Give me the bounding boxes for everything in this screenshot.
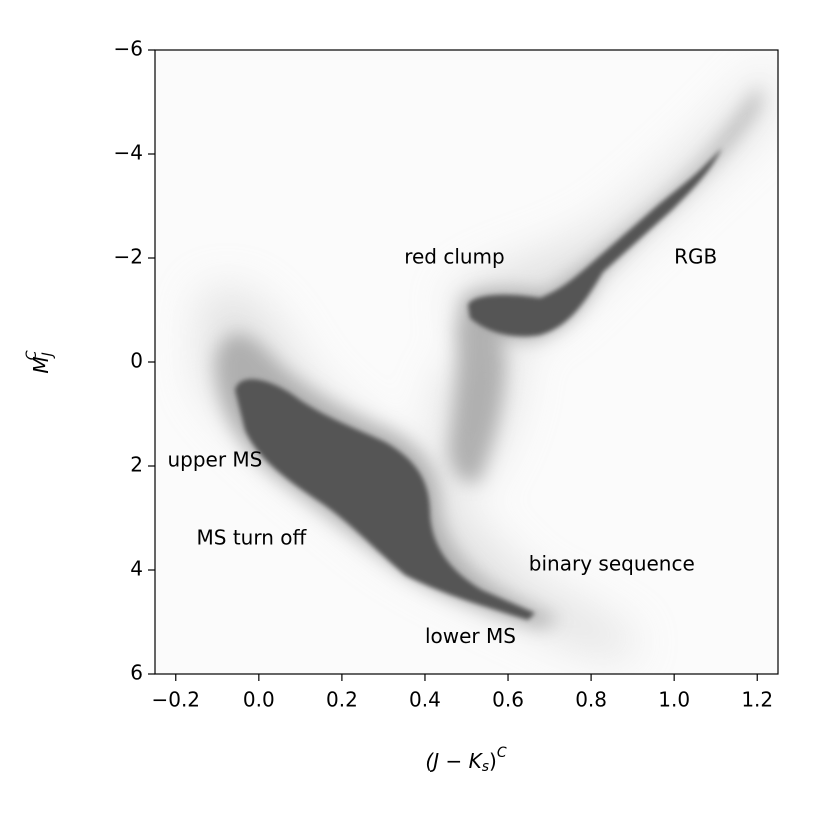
annotation: red clump <box>404 245 505 269</box>
y-label-part: J <box>40 352 56 359</box>
y-tick-label: −2 <box>114 245 143 269</box>
y-tick-label: 6 <box>130 661 143 685</box>
annotation: lower MS <box>425 624 516 648</box>
x-label-part: s <box>482 759 489 775</box>
x-tick-label: 1.0 <box>658 688 690 712</box>
x-tick-label: 0.0 <box>243 688 275 712</box>
x-label-part: ) <box>489 749 497 773</box>
y-axis-label: MJC <box>24 350 56 373</box>
x-label-part: C <box>497 745 507 761</box>
y-tick-label: −4 <box>114 141 143 165</box>
x-label-part: (J − K <box>425 749 483 773</box>
y-tick-label: 0 <box>130 349 143 373</box>
x-tick-label: 0.6 <box>492 688 524 712</box>
x-tick-label: 0.2 <box>326 688 358 712</box>
annotation: MS turn off <box>197 525 308 549</box>
x-axis-label: (J − Ks)C <box>425 745 506 775</box>
x-tick-label: 1.2 <box>741 688 773 712</box>
y-tick-label: 4 <box>130 557 143 581</box>
annotation: upper MS <box>167 447 262 471</box>
x-tick-label: 0.8 <box>575 688 607 712</box>
y-tick-label: 2 <box>130 453 143 477</box>
annotation: RGB <box>674 245 717 269</box>
y-label-part: C <box>24 350 40 360</box>
x-tick-label: 0.4 <box>409 688 441 712</box>
y-tick-label: −6 <box>114 37 143 61</box>
annotation: binary sequence <box>529 551 695 575</box>
x-tick-label: −0.2 <box>151 688 200 712</box>
density-cloud <box>155 50 778 674</box>
y-label-part: M <box>29 356 53 373</box>
